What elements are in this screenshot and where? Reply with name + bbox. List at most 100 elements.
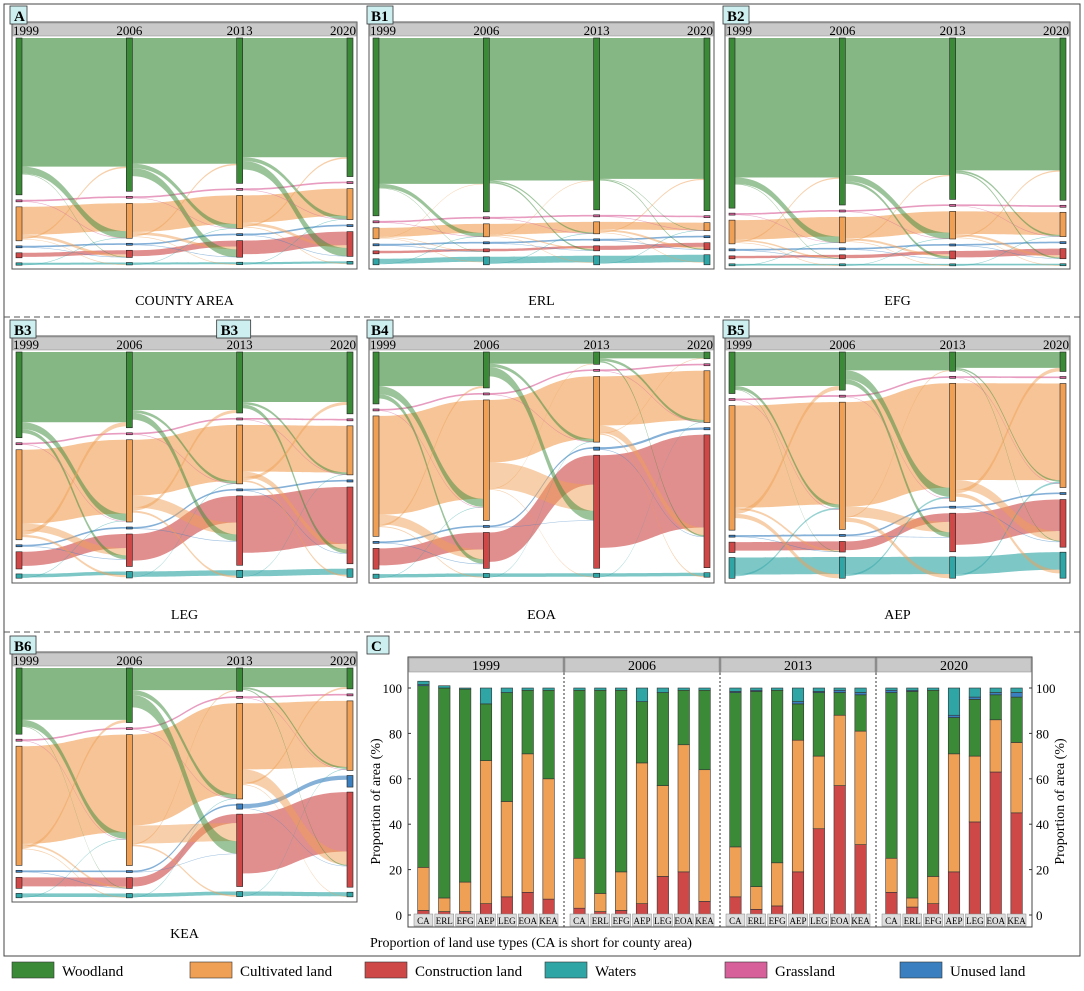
flow-grassland-to-cultivated-land xyxy=(379,222,484,237)
bar-waters xyxy=(947,687,961,716)
node-waters xyxy=(236,569,243,578)
flow-grassland xyxy=(132,188,237,198)
node-grassland xyxy=(728,212,736,216)
bar-construction-land xyxy=(771,905,784,916)
y-axis-label-left: Proportion of area (%) xyxy=(369,738,384,865)
category-label-box xyxy=(434,913,454,927)
flow-woodland xyxy=(379,352,484,387)
panel-label-box xyxy=(722,5,750,25)
node-woodland xyxy=(15,351,23,439)
bar-construction-land xyxy=(947,871,961,916)
flow-grassland-to-cultivated-land xyxy=(242,419,347,475)
flow-waters xyxy=(132,570,237,577)
node-unused-land xyxy=(126,526,133,530)
year-group-2006: 2006 CA ERL EFG AEP LEG EOA KEA xyxy=(563,657,720,927)
node-construction-land xyxy=(372,548,380,570)
flow-cultivated-land-to-construction-land xyxy=(22,843,127,889)
flow-unused-land xyxy=(489,238,594,244)
sankey-panel-b2: B2 EFG 1999 2006 2013 2020 xyxy=(722,5,1071,309)
flow-waters-to-cultivated-land xyxy=(379,506,484,579)
node-construction-land xyxy=(15,551,23,570)
bar-woodland xyxy=(635,701,649,764)
flow-unused-land xyxy=(22,870,127,873)
flow-construction-land xyxy=(242,231,347,255)
bar-cultivated-land xyxy=(594,893,607,912)
flow-cultivated-land-to-construction-land xyxy=(735,239,840,259)
flow-woodland-to-cultivated-land xyxy=(22,422,127,521)
category-label-box xyxy=(746,913,766,927)
year-group-1999: 1999 CA ERL EFG AEP LEG EOA KEA xyxy=(408,657,564,927)
category-label-box xyxy=(611,913,631,927)
flow-woodland-to-cultivated-land xyxy=(599,178,704,231)
bar-waters xyxy=(791,687,805,702)
flow-grassland-to-cultivated-land xyxy=(22,740,127,840)
bar-woodland xyxy=(885,692,898,859)
bar-unused-land xyxy=(968,696,981,700)
node-grassland xyxy=(483,216,490,220)
node-cultivated-land xyxy=(15,206,23,242)
panel-label: B6 xyxy=(14,639,32,655)
flow-unused-land-to-construction-land xyxy=(599,449,704,538)
bar-cultivated-land xyxy=(500,801,513,898)
flow-construction-land xyxy=(132,814,237,887)
y-tick-label-right: 40 xyxy=(1036,817,1049,832)
node-waters xyxy=(1059,263,1067,267)
flow-woodland-to-construction-land xyxy=(22,429,127,560)
node-construction-land xyxy=(346,486,354,565)
category-label: ERL xyxy=(904,916,921,926)
node-grassland xyxy=(483,392,490,396)
bar-waters xyxy=(906,687,919,691)
bar-construction-land xyxy=(833,785,846,916)
bar-cultivated-land xyxy=(459,881,472,912)
flow-waters-to-cultivated-land xyxy=(132,483,237,578)
flow-grassland-to-cultivated-land xyxy=(22,201,127,239)
flow-cultivated-land-to-waters xyxy=(132,844,237,897)
category-label-box xyxy=(569,913,590,927)
flow-cultivated-land xyxy=(22,734,127,844)
year-label: 2006 xyxy=(116,653,143,668)
bar-waters xyxy=(729,687,742,692)
category-label: AEP xyxy=(945,916,962,926)
y-tick-label-right: 100 xyxy=(1036,681,1056,696)
flow-waters-to-cultivated-land xyxy=(599,421,704,578)
flow-grassland xyxy=(22,432,127,445)
node-cultivated-land xyxy=(15,449,23,541)
bar-construction-land xyxy=(854,844,867,916)
y-tick-label-right: 0 xyxy=(1036,908,1043,923)
bar-construction-land xyxy=(989,771,1002,916)
node-cultivated-land xyxy=(236,424,243,485)
node-unused-land xyxy=(728,248,736,252)
category-label-box xyxy=(767,913,787,927)
category-label: CA xyxy=(417,916,430,926)
node-construction-land xyxy=(1059,248,1067,260)
bar-waters xyxy=(854,687,867,693)
node-construction-land xyxy=(728,541,736,553)
sankey-nodes xyxy=(728,351,1067,579)
category-label-box xyxy=(788,913,808,927)
node-waters xyxy=(728,557,736,579)
year-label: 2006 xyxy=(473,23,500,38)
flow-cultivated-land xyxy=(489,376,594,463)
y-tick-label-left: 20 xyxy=(389,863,402,878)
node-unused-land xyxy=(236,488,243,492)
flow-cultivated-land xyxy=(132,703,237,826)
sankey-links xyxy=(22,352,347,579)
panel-label-box xyxy=(9,5,28,25)
bar-construction-land xyxy=(885,891,898,916)
node-woodland xyxy=(839,351,846,391)
flow-unused-land-to-construction-land xyxy=(242,490,347,554)
flow-construction-land xyxy=(955,499,1060,545)
node-unused-land xyxy=(1059,241,1067,244)
bar-cultivated-land xyxy=(573,857,586,909)
flow-woodland-to-construction-land xyxy=(489,181,594,251)
flow-grassland-to-cultivated-land xyxy=(132,434,237,484)
flow-cultivated-land-to-construction-land xyxy=(845,506,950,533)
year-header-bar xyxy=(725,22,1070,37)
flow-cultivated-land-to-construction-land xyxy=(379,236,484,252)
node-cultivated-land xyxy=(949,382,956,502)
category-label: EOA xyxy=(674,916,693,926)
bar-woodland xyxy=(615,689,628,873)
flow-woodland-to-construction-land xyxy=(22,173,127,258)
node-unused-land xyxy=(15,544,23,548)
year-header-label: 2006 xyxy=(628,659,656,674)
